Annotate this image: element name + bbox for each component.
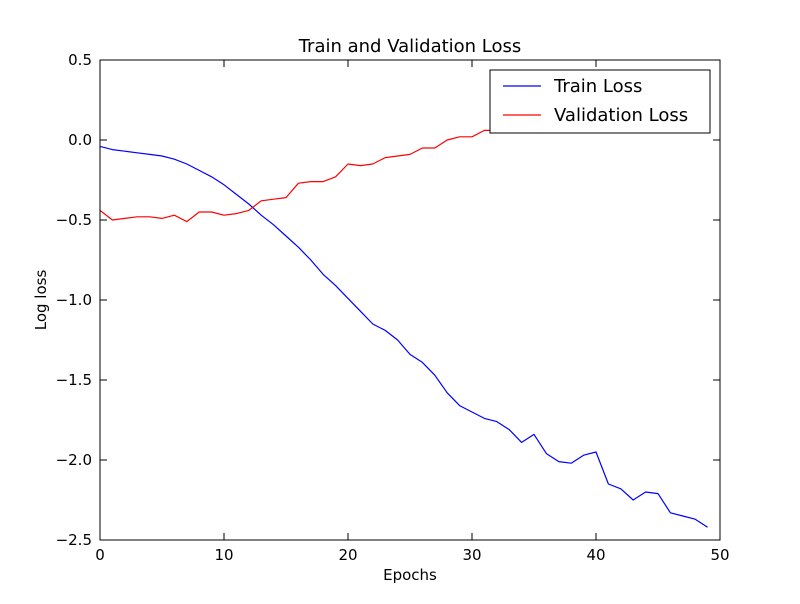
x-tick-label: 30 <box>462 546 481 564</box>
legend: Train Loss Validation Loss <box>489 69 711 134</box>
y-tick-label: −0.5 <box>56 211 92 229</box>
y-tick-label: 0.0 <box>68 131 92 149</box>
x-tick-label: 10 <box>214 546 233 564</box>
y-tick-label: −2.0 <box>56 451 92 469</box>
plot-area-frame <box>99 59 721 541</box>
x-tick-label: 50 <box>710 546 729 564</box>
axis-ticks: 0 10 20 30 40 50 0.5 0.0 −0.5 −1.0 −1.5 −2.0 −2.5 <box>56 51 730 564</box>
y-tick-label: −2.5 <box>56 531 92 549</box>
legend-box <box>489 69 711 134</box>
x-axis-label: Epochs <box>383 566 437 584</box>
x-tick-label: 20 <box>338 546 357 564</box>
x-tick-label: 40 <box>586 546 605 564</box>
legend-label-train-loss: Train Loss <box>553 76 642 97</box>
y-tick-label: −1.0 <box>56 291 92 309</box>
chart-title: Train and Validation Loss <box>298 36 522 57</box>
legend-label-validation-loss: Validation Loss <box>554 105 688 126</box>
y-tick-label: 0.5 <box>68 51 92 69</box>
y-tick-label: −1.5 <box>56 371 92 389</box>
x-tick-label: 0 <box>95 546 105 564</box>
series-line-train-loss <box>100 145 708 528</box>
y-axis-label: Log loss <box>32 270 50 331</box>
